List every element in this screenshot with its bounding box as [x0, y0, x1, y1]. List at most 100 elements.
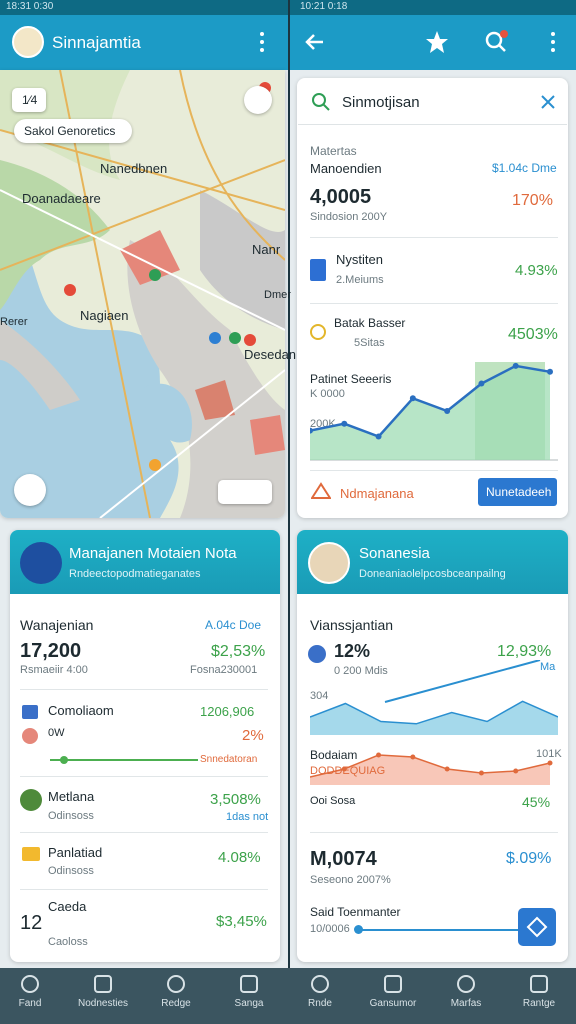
row-icon	[22, 847, 40, 861]
nav-icon[interactable]	[311, 975, 329, 993]
row-sub-value: 2%	[242, 727, 264, 744]
star-icon[interactable]	[424, 29, 450, 55]
avatar[interactable]	[12, 26, 44, 58]
chart-area	[310, 701, 558, 735]
row-value: 4.93%	[515, 262, 558, 279]
row-name: Caeda	[48, 899, 87, 914]
total-sub: Fosna230001	[190, 664, 258, 676]
map-card[interactable]	[0, 70, 285, 518]
nav-label[interactable]: Nodnesties	[77, 998, 129, 1009]
row-sub-value: 1das not	[226, 811, 269, 823]
foot-value: 45%	[522, 794, 551, 810]
total-change: 170%	[512, 192, 553, 209]
nav-label[interactable]: Fand	[18, 998, 42, 1009]
chart-point	[310, 427, 313, 434]
search-icon[interactable]	[483, 29, 511, 55]
slider-handle[interactable]	[354, 925, 363, 934]
compass-button[interactable]	[14, 474, 46, 506]
row-sub: 2.Meiums	[336, 274, 384, 286]
nav-label[interactable]: Redge	[161, 998, 191, 1009]
search-bar[interactable]	[298, 80, 567, 125]
zoom-button[interactable]	[12, 88, 46, 112]
nav-label[interactable]: Marfas	[450, 998, 482, 1009]
nav-icon[interactable]	[457, 975, 475, 993]
divider	[310, 303, 558, 304]
nav-icon[interactable]	[94, 975, 112, 993]
trend-line	[384, 660, 541, 703]
action-button[interactable]	[478, 478, 557, 506]
chart-point	[341, 420, 348, 427]
row-name: Batak Basser	[334, 316, 406, 330]
map-label: Nanedbnen	[100, 161, 168, 176]
divider	[20, 889, 268, 890]
chart-point	[512, 362, 519, 369]
divider	[310, 832, 558, 833]
total-change: $.09%	[506, 850, 552, 867]
chart-label: DODDEQUIAG	[310, 765, 386, 777]
footer-icon	[311, 482, 331, 499]
foot-label: Ooi Sosa	[310, 795, 356, 807]
row-sub: 0W	[48, 727, 65, 739]
stat-sub: Ma	[540, 661, 556, 673]
nav-icon[interactable]	[240, 975, 258, 993]
nav-icon[interactable]	[384, 975, 402, 993]
nav-icon[interactable]	[530, 975, 548, 993]
nav-label[interactable]: Sanga	[234, 998, 264, 1009]
stat-value: 12%	[334, 641, 371, 661]
chart-point	[547, 760, 553, 766]
chart-point	[409, 395, 416, 402]
section-label: Matertas	[310, 144, 357, 158]
map	[0, 70, 285, 518]
map-label: Dmer	[264, 289, 291, 301]
chart-line	[310, 700, 558, 725]
nav-icon[interactable]	[21, 975, 39, 993]
nav-label[interactable]: Rnde	[308, 998, 332, 1009]
total-change: $2,53%	[211, 643, 266, 660]
locate-button[interactable]	[244, 86, 272, 114]
search-query: Sinmotjisan	[342, 94, 420, 111]
clear-icon[interactable]	[540, 94, 556, 110]
map-chip[interactable]	[14, 119, 132, 143]
chart-line	[310, 754, 551, 778]
row-icon	[22, 728, 38, 744]
chart-label: Bodaiam	[310, 748, 358, 762]
map-label: Doanadaeare	[22, 191, 101, 206]
row-lead: 12	[20, 912, 43, 934]
nav-label[interactable]: Gansumor	[369, 998, 417, 1009]
map-label: Rerer	[0, 316, 28, 328]
map-chip-label: Sakol Genoretics	[24, 124, 116, 138]
fab-button[interactable]	[518, 908, 556, 946]
chart-area	[310, 365, 550, 460]
chart-point	[478, 380, 485, 387]
status-time: 10:21 0:18	[300, 1, 348, 12]
footer-label: Ndmajanana	[340, 486, 414, 501]
chart-label: 304	[310, 690, 329, 702]
row-value: 3,508%	[210, 791, 261, 808]
map-label: Nanr	[252, 242, 281, 257]
section-link[interactable]: $1.04c Dme	[492, 161, 557, 175]
card-title: Vianssjantian	[310, 617, 394, 633]
nav-label[interactable]: Rantge	[522, 998, 556, 1009]
slider-label: Said Toenmanter	[310, 905, 401, 919]
progress-bar	[50, 759, 198, 761]
card-link[interactable]: A.04c Doe	[205, 618, 262, 632]
insights-chart	[310, 362, 558, 461]
divider	[20, 776, 268, 777]
divider	[310, 470, 558, 471]
row-name: Comoliaom	[48, 703, 114, 718]
menu-icon[interactable]	[255, 30, 269, 54]
chart-point	[513, 768, 519, 774]
row-icon	[310, 324, 326, 340]
layers-button[interactable]	[218, 480, 272, 504]
map-label: Desedan	[244, 347, 297, 362]
search-icon	[312, 93, 330, 111]
section-title: Manoendien	[310, 161, 382, 176]
nav-icon[interactable]	[167, 975, 185, 993]
menu-icon[interactable]	[546, 30, 560, 54]
stat-icon	[308, 645, 326, 663]
total-sub: Rsmaeiir 4:00	[20, 664, 88, 676]
row-name: Nystiten	[336, 252, 383, 267]
back-icon[interactable]	[303, 30, 327, 54]
progress-handle[interactable]	[60, 756, 68, 764]
